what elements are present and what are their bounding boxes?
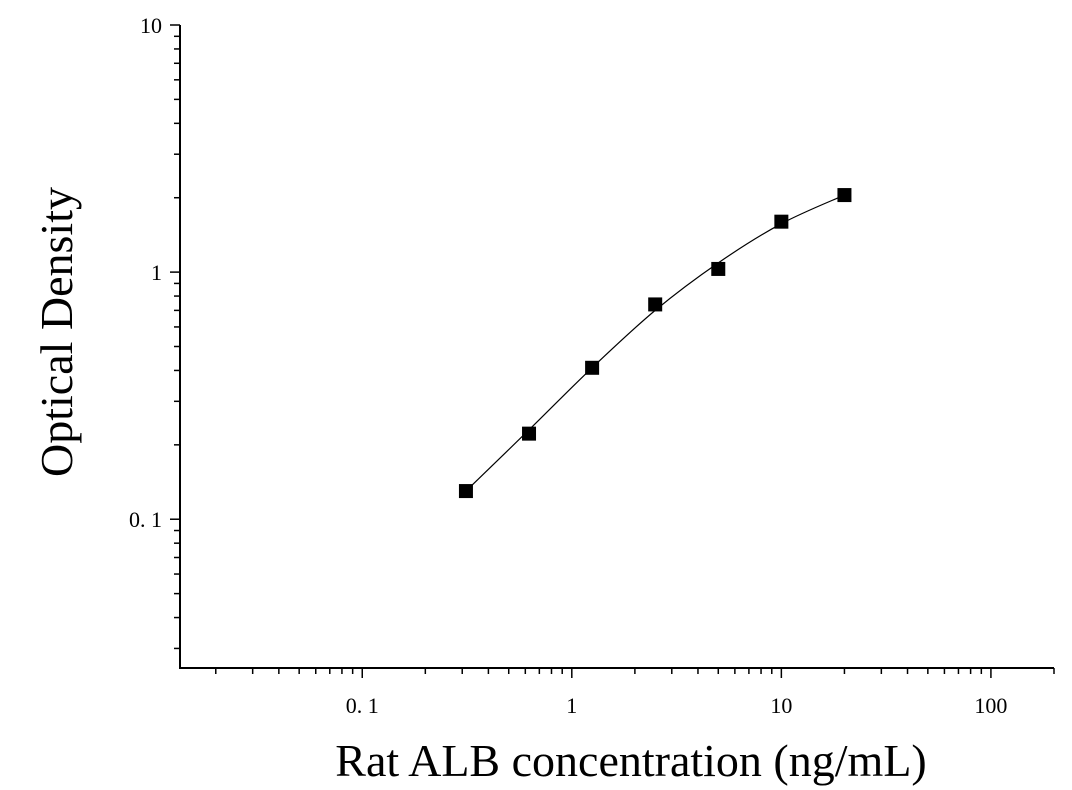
- y-tick-label: 0. 1: [129, 507, 162, 532]
- data-point: [837, 188, 852, 203]
- data-point: [522, 426, 537, 441]
- x-axis-title: Rat ALB concentration (ng/mL): [335, 735, 926, 786]
- y-tick-label: 10: [140, 13, 162, 38]
- x-tick-label: 0. 1: [346, 693, 379, 718]
- axes: [179, 25, 1054, 669]
- data-point: [774, 214, 789, 229]
- x-tick-label: 1: [566, 693, 577, 718]
- fit-curve-group: [465, 194, 845, 492]
- x-axis-tick-labels: 0. 1 1 10 100: [346, 693, 1008, 718]
- data-point: [648, 297, 663, 312]
- data-point: [585, 360, 600, 375]
- y-axis-ticks: [170, 24, 180, 650]
- y-axis-tick-labels: 0. 1 1 10: [129, 13, 162, 532]
- y-axis-title: Optical Density: [31, 187, 82, 477]
- x-tick-label: 10: [770, 693, 792, 718]
- x-tick-label: 100: [974, 693, 1007, 718]
- data-point: [711, 261, 726, 276]
- data-points: [458, 188, 852, 499]
- fit-curve-line: [465, 194, 845, 492]
- y-tick-label: 1: [151, 260, 162, 285]
- data-point: [458, 484, 473, 499]
- x-axis-ticks: [215, 668, 1055, 678]
